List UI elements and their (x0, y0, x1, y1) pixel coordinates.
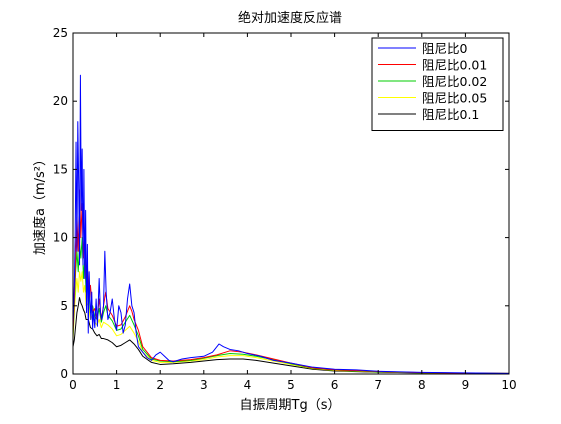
y-axis-label: 加速度a（m/s²） (32, 153, 48, 255)
x-tick-label-8: 8 (418, 378, 426, 392)
x-tick-label-6: 6 (331, 378, 339, 392)
legend-label-0: 阻尼比0 (422, 41, 468, 56)
chart-title: 绝对加速度反应谱 (238, 10, 342, 26)
y-tick-label-2: 10 (53, 231, 68, 245)
ticks-layer: 0 1 2 3 4 5 6 7 8 9 10 0 5 10 15 20 25 (53, 26, 517, 392)
legend-label-2: 阻尼比0.02 (422, 74, 487, 89)
legend-label-3: 阻尼比0.05 (422, 91, 487, 106)
x-tick-label-4: 4 (244, 378, 252, 392)
x-axis-label: 自振周期Tg（s） (240, 398, 341, 413)
x-tick-label-7: 7 (374, 378, 382, 392)
x-tick-label-1: 1 (113, 378, 121, 392)
series-line-4 (72, 297, 510, 374)
series-line-0 (72, 74, 510, 374)
x-tick-label-3: 3 (200, 378, 208, 392)
legend-label-1: 阻尼比0.01 (422, 58, 487, 73)
legend-label-4: 阻尼比0.1 (422, 107, 479, 122)
y-tick-label-5: 25 (53, 26, 68, 40)
x-tick-label-2: 2 (156, 378, 164, 392)
y-tick-label-4: 20 (53, 94, 68, 108)
legend-box (371, 37, 504, 131)
y-tick-label-1: 5 (60, 299, 68, 313)
x-tick-label-9: 9 (462, 378, 470, 392)
x-tick-label-5: 5 (287, 378, 295, 392)
series-layer (72, 74, 510, 374)
x-tick-label-0: 0 (69, 378, 77, 392)
y-tick-label-0: 0 (60, 367, 68, 381)
x-tick-label-10: 10 (501, 378, 516, 392)
y-tick-label-3: 15 (53, 162, 68, 176)
